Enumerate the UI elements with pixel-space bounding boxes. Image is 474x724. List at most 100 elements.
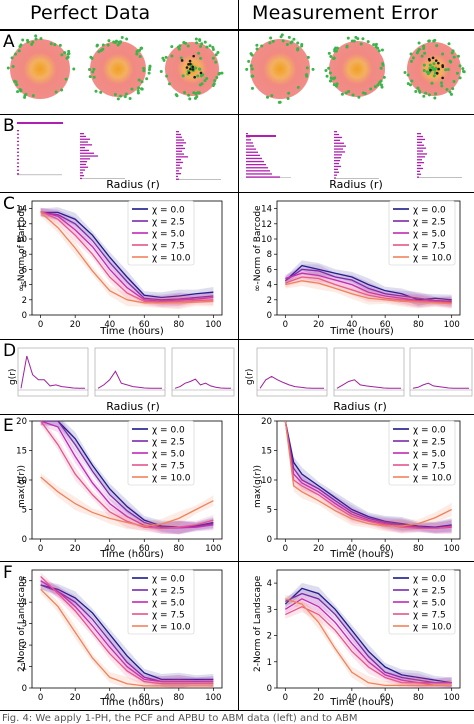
- cell-marker: [335, 82, 339, 86]
- cell-marker: [357, 95, 361, 99]
- cell-marker: [428, 63, 432, 67]
- x-tick-label: 0: [38, 544, 43, 554]
- column-header: Perfect Data Measurement Error: [0, 0, 474, 30]
- divider-e-f: [0, 561, 474, 562]
- d-left-ylabel: g(r): [8, 368, 18, 385]
- cell-marker: [296, 47, 300, 51]
- cell-marker: [205, 76, 209, 80]
- cell-marker: [327, 66, 331, 70]
- barcode-bar: [246, 148, 256, 150]
- legend-entry: χ = 10.0: [152, 474, 191, 484]
- x-tick-label: 60: [139, 320, 150, 330]
- series-band: [40, 572, 214, 688]
- y-tick-label: 2: [22, 296, 27, 306]
- cell-marker: [306, 55, 310, 59]
- y-tick-label: 14: [261, 205, 272, 215]
- barcode-bar: [80, 177, 82, 180]
- cell-marker: [34, 37, 38, 41]
- series-line: [40, 211, 214, 302]
- cell-marker: [95, 44, 99, 48]
- pcf-curve: [97, 370, 162, 389]
- barcode-bar: [246, 173, 272, 175]
- cell-marker-dark: [431, 56, 435, 60]
- cell-marker: [448, 59, 452, 63]
- cell-marker: [250, 67, 254, 71]
- cell-marker-dark: [434, 59, 438, 62]
- divider-a-b: [0, 114, 474, 115]
- plot-frame: [31, 569, 223, 689]
- cell-marker: [136, 89, 140, 93]
- legend-entry: χ = 2.5: [413, 218, 446, 228]
- series-line: [284, 421, 452, 530]
- panel-label-e: E: [3, 416, 14, 436]
- x-tick-label: 20: [313, 693, 324, 703]
- x-tick-label: 60: [380, 544, 391, 554]
- barcode-3: [176, 131, 221, 180]
- cell-marker: [409, 52, 413, 56]
- cell-marker: [347, 90, 351, 94]
- cell-marker: [128, 97, 132, 101]
- cell-marker: [255, 47, 259, 51]
- x-tick-label: 80: [413, 544, 424, 554]
- x-tick-label: 80: [413, 693, 424, 703]
- cell-marker: [286, 96, 290, 100]
- barcode-bar: [17, 133, 19, 135]
- x-tick-label: 60: [380, 693, 391, 703]
- cell-marker: [112, 40, 116, 44]
- cell-marker: [376, 83, 380, 87]
- cell-marker: [296, 41, 300, 45]
- pcf-inset-4: [256, 347, 328, 397]
- series-band: [285, 275, 452, 309]
- series-line: [285, 598, 452, 687]
- barcode-bar: [246, 151, 258, 153]
- barcode-bar: [80, 172, 83, 174]
- cell-marker: [430, 81, 434, 85]
- x-tick-label: 40: [346, 544, 357, 554]
- cell-marker: [142, 66, 146, 70]
- y-tick-label: 15: [261, 447, 272, 457]
- legend-entry: χ = 0.0: [413, 426, 446, 436]
- cell-cluster-4: [250, 39, 310, 99]
- y-tick-label: 10: [261, 235, 272, 245]
- series-band: [285, 593, 452, 688]
- cell-marker-dark: [437, 61, 440, 65]
- cell-marker: [425, 70, 429, 74]
- y-tick-label: 1: [22, 663, 27, 673]
- series-band: [40, 421, 214, 535]
- y-tick-label: 5: [267, 506, 272, 516]
- cell-marker: [423, 51, 427, 55]
- pcf-inset-5: [333, 347, 405, 397]
- cell-marker: [116, 43, 120, 47]
- series-line: [284, 421, 452, 527]
- series-line: [285, 592, 452, 684]
- cell-marker: [440, 81, 444, 85]
- cell-marker: [422, 68, 426, 72]
- y-tick-label: 0: [22, 684, 27, 694]
- cell-marker-dark: [441, 65, 445, 69]
- cell-marker: [329, 76, 333, 80]
- y-tick-label: 10: [261, 476, 272, 486]
- cell-marker: [106, 43, 110, 47]
- inset-frame: [333, 347, 405, 397]
- barcode-bar: [246, 157, 262, 160]
- panel-d-pcf-insets: [17, 347, 473, 397]
- column-divider: [238, 0, 239, 710]
- barcode-bar: [17, 148, 19, 150]
- cell-marker: [410, 79, 414, 83]
- cell-marker: [63, 51, 67, 55]
- cell-marker: [24, 92, 28, 96]
- barcode-bar: [246, 164, 266, 166]
- cell-marker: [211, 45, 215, 49]
- barcode-bar: [417, 141, 422, 143]
- barcode-bar: [176, 131, 179, 133]
- cell-marker: [135, 52, 139, 56]
- cell-marker: [332, 57, 336, 61]
- legend-entry: χ = 5.0: [152, 230, 185, 240]
- legend: χ = 0.0 χ = 2.5 χ = 5.0 χ = 7.5 χ = 10.0: [388, 200, 456, 266]
- series-group: [40, 572, 214, 688]
- barcode-bar: [246, 133, 248, 135]
- cell-marker: [199, 56, 203, 60]
- series-band: [285, 264, 452, 307]
- cell-marker: [170, 45, 174, 49]
- barcode-bar: [176, 164, 180, 166]
